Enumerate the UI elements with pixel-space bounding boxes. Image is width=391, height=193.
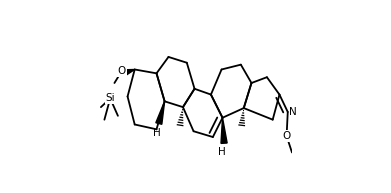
Text: H: H	[218, 146, 226, 157]
Text: N: N	[289, 107, 297, 117]
Text: Si: Si	[106, 93, 115, 103]
Polygon shape	[221, 118, 227, 143]
Text: O: O	[282, 131, 291, 141]
Text: H: H	[153, 128, 161, 138]
Polygon shape	[125, 69, 135, 75]
Polygon shape	[156, 101, 165, 124]
Text: O: O	[118, 66, 126, 76]
